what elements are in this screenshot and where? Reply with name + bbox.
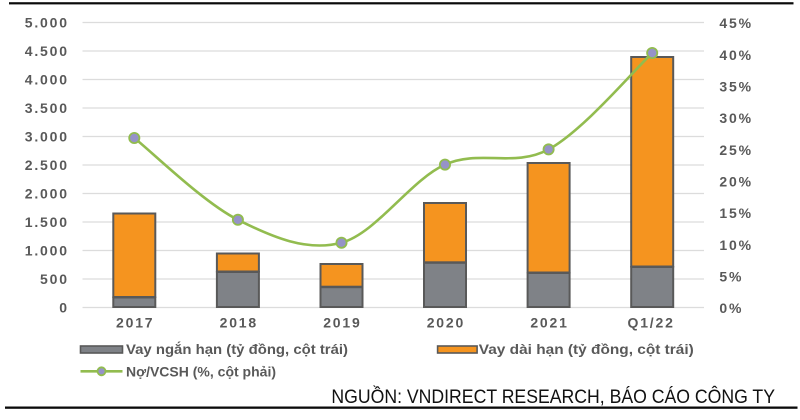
svg-text:10%: 10%: [719, 237, 752, 253]
svg-text:1.000: 1.000: [25, 242, 69, 258]
svg-text:2.500: 2.500: [25, 157, 69, 173]
svg-text:500: 500: [40, 271, 69, 287]
svg-text:2018: 2018: [220, 315, 258, 331]
svg-text:5%: 5%: [719, 268, 743, 284]
svg-text:1.500: 1.500: [25, 214, 69, 230]
svg-text:2.000: 2.000: [25, 185, 69, 201]
svg-text:Vay ngắn hạn (tỷ đồng, cột trá: Vay ngắn hạn (tỷ đồng, cột trái): [126, 342, 348, 357]
svg-text:0%: 0%: [719, 300, 743, 316]
svg-text:2019: 2019: [323, 315, 361, 331]
svg-text:Vay dài hạn (tỷ đồng, cột trái: Vay dài hạn (tỷ đồng, cột trái): [479, 342, 694, 357]
svg-text:2020: 2020: [427, 315, 465, 331]
svg-text:25%: 25%: [719, 142, 752, 158]
svg-text:NGUỒN: VNDIRECT RESEARCH, BÁO: NGUỒN: VNDIRECT RESEARCH, BÁO CÁO CÔNG T…: [331, 384, 775, 408]
svg-text:Nợ/VCSH (%, cột phải): Nợ/VCSH (%, cột phải): [126, 364, 276, 379]
svg-text:Q1/22: Q1/22: [628, 315, 675, 331]
svg-text:35%: 35%: [719, 78, 752, 94]
svg-text:0: 0: [59, 299, 69, 315]
svg-text:3.000: 3.000: [25, 128, 69, 144]
svg-text:15%: 15%: [719, 205, 752, 221]
svg-text:3.500: 3.500: [25, 100, 69, 116]
svg-text:4.500: 4.500: [25, 43, 69, 59]
svg-text:4.000: 4.000: [25, 71, 69, 87]
svg-text:30%: 30%: [719, 110, 752, 126]
svg-text:2017: 2017: [116, 315, 154, 331]
svg-text:45%: 45%: [719, 15, 752, 31]
svg-text:20%: 20%: [719, 173, 752, 189]
svg-text:5.000: 5.000: [25, 14, 69, 30]
svg-text:2021: 2021: [530, 315, 568, 331]
svg-text:40%: 40%: [719, 47, 752, 63]
